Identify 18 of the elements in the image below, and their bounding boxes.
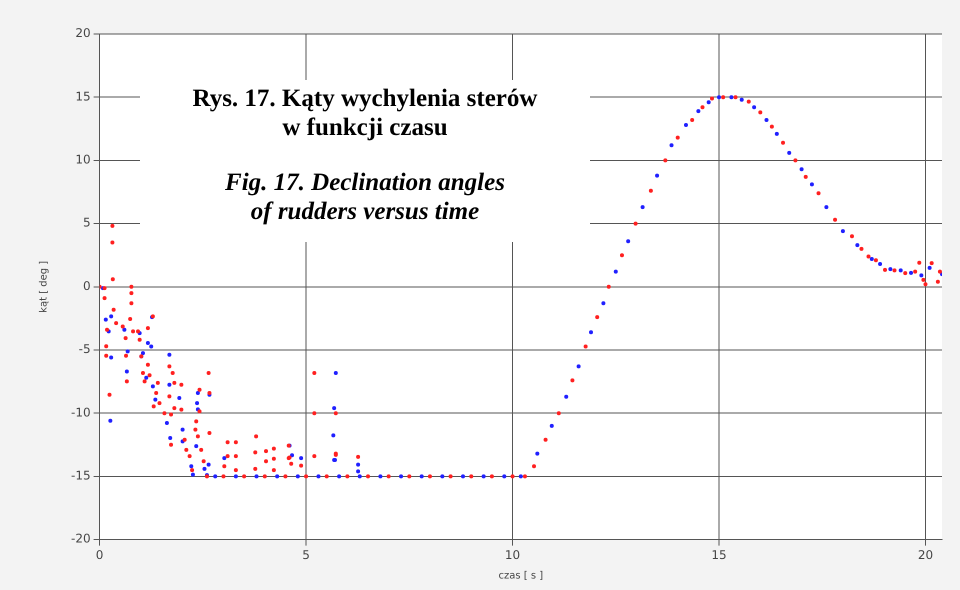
y-tick-label: 5 [82, 216, 91, 230]
x-tick-label: 5 [302, 548, 310, 562]
y-tick-label: -5 [78, 342, 91, 356]
y-tick-label: 10 [75, 152, 91, 167]
y-tick-label: 20 [75, 26, 91, 40]
y-axis-title: kąt [ deg ] [38, 260, 50, 313]
x-axis-title: czas [ s ] [498, 570, 544, 582]
y-tick-label: -10 [70, 405, 91, 420]
text: Rys. 17. Kąty wychylenia sterów w funkcji czasu [192, 84, 538, 142]
y-tick-label: -15 [70, 468, 91, 483]
x-tick-label: 20 [918, 548, 934, 562]
x-tick-label: 15 [711, 548, 727, 562]
x-tick-label: 0 [96, 548, 104, 562]
y-tick-label: 15 [75, 89, 91, 104]
y-tick-label: 0 [82, 278, 91, 293]
x-tick-label: 10 [504, 548, 520, 562]
text: Fig. 17. Declination angles of rudders versus time [224, 168, 506, 226]
y-tick-label: -20 [70, 532, 91, 546]
